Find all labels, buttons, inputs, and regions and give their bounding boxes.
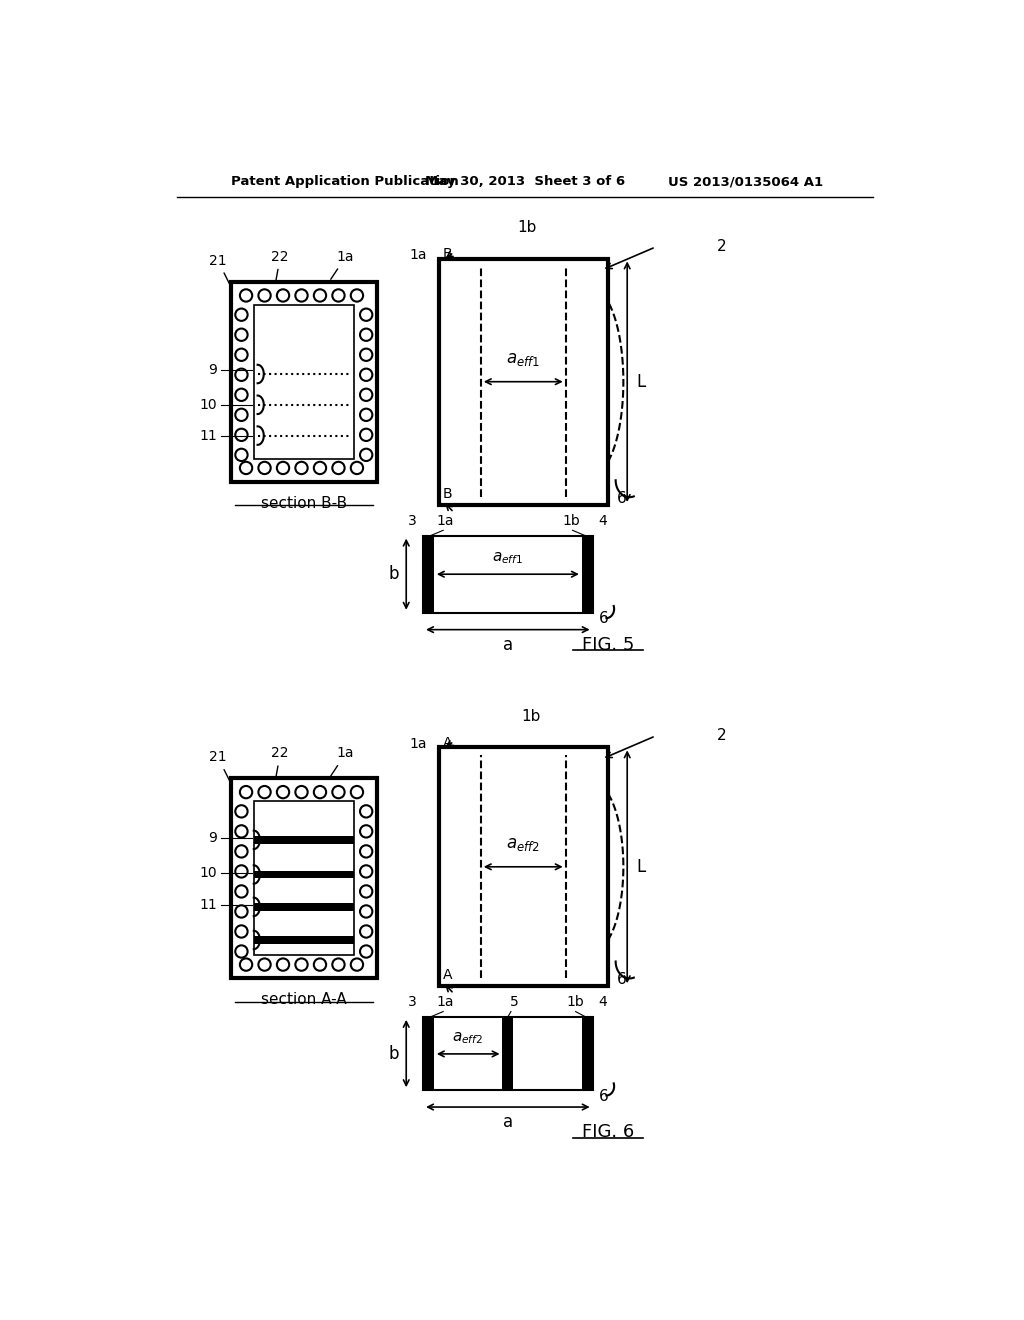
Text: 1b: 1b — [566, 995, 585, 1010]
Text: 1b: 1b — [517, 220, 537, 235]
Bar — [503, 1016, 513, 1090]
Text: 5: 5 — [510, 995, 518, 1010]
Text: 4: 4 — [599, 995, 607, 1010]
Text: 21: 21 — [209, 253, 231, 286]
Text: 1b: 1b — [562, 513, 580, 528]
Bar — [254, 903, 354, 911]
Text: B: B — [442, 487, 452, 502]
Text: 2: 2 — [717, 729, 727, 743]
Bar — [254, 801, 354, 956]
Bar — [582, 536, 593, 612]
Text: A: A — [442, 969, 452, 982]
Text: Patent Application Publication: Patent Application Publication — [230, 176, 459, 187]
Text: a: a — [503, 636, 513, 653]
Text: 11: 11 — [199, 429, 217, 442]
Text: 4: 4 — [599, 513, 607, 528]
Text: 1a: 1a — [331, 249, 354, 280]
Text: 22: 22 — [271, 747, 289, 777]
Text: 3: 3 — [409, 513, 417, 528]
Bar — [438, 747, 608, 986]
Bar — [423, 536, 434, 612]
Bar — [254, 871, 354, 878]
Text: $a_{eff2}$: $a_{eff2}$ — [506, 836, 540, 853]
Bar — [254, 836, 354, 843]
Text: 10: 10 — [200, 397, 217, 412]
Text: 6: 6 — [617, 973, 627, 987]
Text: US 2013/0135064 A1: US 2013/0135064 A1 — [669, 176, 823, 187]
Text: $a_{eff1}$: $a_{eff1}$ — [506, 350, 541, 368]
Bar — [423, 1016, 593, 1090]
Bar — [582, 1016, 593, 1090]
Text: A: A — [442, 735, 452, 750]
Text: 1a: 1a — [331, 747, 354, 776]
Text: a: a — [503, 1113, 513, 1131]
Bar — [423, 536, 593, 612]
Text: 22: 22 — [271, 249, 289, 281]
Text: B: B — [442, 247, 452, 261]
Text: $a_{eff2}$: $a_{eff2}$ — [453, 1031, 483, 1047]
Text: b: b — [388, 1045, 398, 1063]
Bar — [230, 281, 377, 482]
Text: L: L — [637, 372, 646, 391]
Text: 10: 10 — [200, 866, 217, 880]
Text: 1b: 1b — [521, 709, 541, 725]
Text: 3: 3 — [409, 995, 417, 1010]
Text: $a_{eff1}$: $a_{eff1}$ — [493, 550, 523, 566]
Bar — [230, 779, 377, 978]
Text: section B-B: section B-B — [261, 496, 347, 511]
Bar — [423, 1016, 434, 1090]
Bar — [254, 936, 354, 944]
Bar — [438, 259, 608, 506]
Text: FIG. 5: FIG. 5 — [582, 636, 634, 653]
Text: 1a: 1a — [436, 995, 454, 1010]
Text: 2: 2 — [717, 239, 727, 255]
Text: b: b — [388, 565, 398, 583]
Text: 6: 6 — [617, 491, 627, 507]
Text: 6: 6 — [599, 611, 608, 627]
Text: 21: 21 — [209, 750, 231, 784]
Text: FIG. 6: FIG. 6 — [582, 1123, 634, 1142]
Text: 1a: 1a — [410, 248, 427, 261]
Text: 1a: 1a — [436, 513, 454, 528]
Text: 6: 6 — [599, 1089, 608, 1104]
Text: section A-A: section A-A — [261, 993, 346, 1007]
Text: May 30, 2013  Sheet 3 of 6: May 30, 2013 Sheet 3 of 6 — [425, 176, 625, 187]
Text: L: L — [637, 858, 646, 875]
Text: 9: 9 — [208, 363, 217, 378]
Text: 1a: 1a — [410, 737, 427, 751]
Bar — [254, 305, 354, 459]
Text: 9: 9 — [208, 832, 217, 845]
Text: 11: 11 — [199, 899, 217, 912]
